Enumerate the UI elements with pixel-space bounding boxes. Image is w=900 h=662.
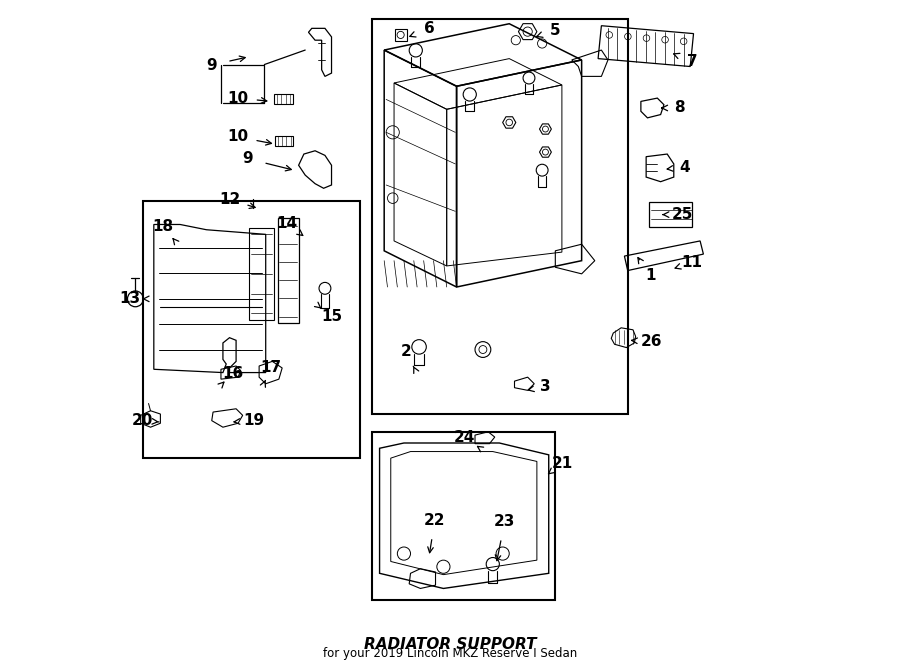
Text: 20: 20 <box>132 413 153 428</box>
Text: RADIATOR SUPPORT: RADIATOR SUPPORT <box>364 637 536 652</box>
Text: 9: 9 <box>206 58 216 73</box>
Bar <box>274 136 293 146</box>
Bar <box>142 201 360 458</box>
Text: 9: 9 <box>242 151 253 166</box>
Bar <box>373 19 627 414</box>
Bar <box>373 432 554 600</box>
Text: 22: 22 <box>424 513 446 528</box>
Text: 2: 2 <box>400 344 411 359</box>
Text: 23: 23 <box>494 514 516 530</box>
Text: 16: 16 <box>222 365 243 381</box>
Text: 12: 12 <box>219 192 240 207</box>
Text: 25: 25 <box>671 207 693 222</box>
Text: 14: 14 <box>276 216 297 230</box>
Bar <box>649 202 692 227</box>
Text: 13: 13 <box>119 291 140 307</box>
Text: 24: 24 <box>454 430 475 446</box>
Text: 17: 17 <box>260 361 282 375</box>
Text: 7: 7 <box>687 54 698 69</box>
Text: 15: 15 <box>321 309 342 324</box>
Bar <box>395 29 407 41</box>
Text: 3: 3 <box>540 379 551 394</box>
Text: 21: 21 <box>552 456 572 471</box>
Text: 19: 19 <box>243 413 265 428</box>
Text: 11: 11 <box>681 255 702 270</box>
Text: 4: 4 <box>679 160 689 175</box>
Text: 10: 10 <box>228 130 248 144</box>
Text: 10: 10 <box>228 91 248 106</box>
Text: 26: 26 <box>641 334 662 349</box>
Text: 8: 8 <box>674 101 684 115</box>
Text: for your 2019 Lincoln MKZ Reserve I Sedan: for your 2019 Lincoln MKZ Reserve I Seda… <box>323 647 577 660</box>
Text: 1: 1 <box>644 268 655 283</box>
Text: 6: 6 <box>424 21 435 36</box>
Text: 18: 18 <box>152 219 174 234</box>
Bar <box>274 95 292 105</box>
Text: 5: 5 <box>550 23 561 38</box>
